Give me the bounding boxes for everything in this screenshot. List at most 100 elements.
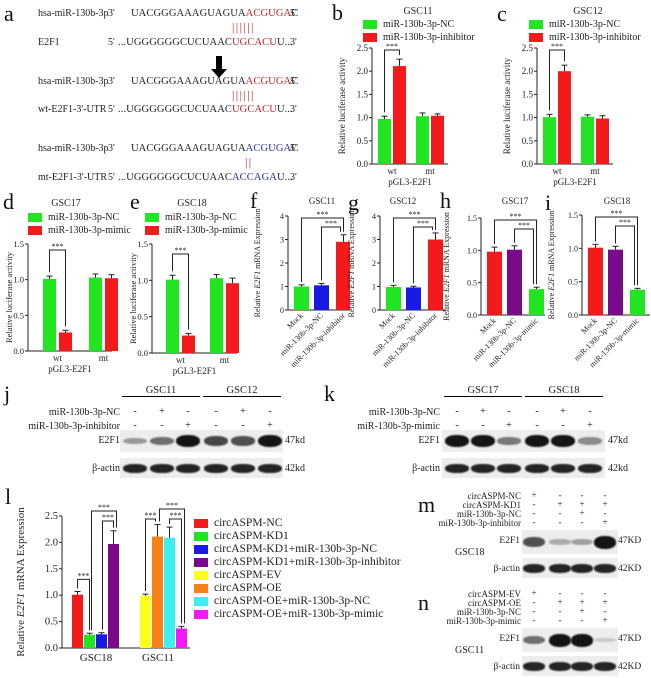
y-tick-label: 0.0 <box>45 643 58 654</box>
molecular-weight-label: 42kd <box>285 463 305 474</box>
panel-l-chart: l 0.0 0.5 1.0 1.5 2.0 2.5 Relative E2F1 mRNA Ex… <box>0 480 401 678</box>
y-tick-label: 1.5 <box>522 89 534 99</box>
legend-item: circASPM-KD1+miR-130b-3p-inhibitor <box>194 556 401 569</box>
legend-item: miR-130b-3p-inhibitor <box>363 31 475 44</box>
seq-end: 5' <box>108 104 115 115</box>
y-axis-label: Relative E2F1 mRNA Expression <box>15 507 27 657</box>
legend-swatch <box>529 33 543 42</box>
y-tick-label: 0.0 <box>568 311 578 320</box>
y-tick-label: 0.0 <box>467 311 477 320</box>
protein-band <box>523 563 545 573</box>
panel-letter-n: n <box>418 590 429 615</box>
bar <box>581 116 594 164</box>
arrow-down-icon <box>211 56 227 78</box>
molecular-weight-label: 47kd <box>608 435 628 446</box>
bar <box>487 251 502 315</box>
chart-legend: miR-130b-3p-NC miR-130b-3p-inhibitor <box>363 18 475 44</box>
protein-band <box>523 661 545 671</box>
x-tick-label: GSC18 <box>80 652 113 664</box>
legend-swatch <box>363 20 377 29</box>
panel-letter-h: h <box>440 188 451 213</box>
bar <box>43 278 56 351</box>
legend-swatch <box>145 213 159 222</box>
seq-end: 5' <box>108 172 115 183</box>
protein-band <box>231 436 255 446</box>
legend-label: circASPM-OE <box>214 582 282 594</box>
condition-mark: - <box>588 406 592 417</box>
legend-swatch <box>194 597 208 606</box>
panel-letter-m: m <box>418 492 436 517</box>
condition-mark: - <box>535 420 539 431</box>
bar <box>166 279 179 353</box>
significance-marker: *** <box>78 571 90 580</box>
molecular-weight-label: 42KD <box>618 662 642 672</box>
seq-text: UACGGGAAAGUAGUAACGUGAC <box>131 8 299 19</box>
bar <box>164 537 175 648</box>
condition-mark: - <box>507 406 511 417</box>
bar <box>431 115 444 164</box>
y-tick-label: 1.5 <box>13 239 24 249</box>
significance-marker: *** <box>386 42 398 51</box>
legend-swatch <box>194 519 208 528</box>
panel-b-chart: b GSC11 0.0 0.5 1.0 1.5 2.0 2.5 Relative lucifer… <box>330 0 490 195</box>
condition-mark: + <box>240 406 246 417</box>
x-tick-label: mt <box>590 166 600 176</box>
protein-band <box>571 633 593 647</box>
y-tick-label: 0.0 <box>357 159 369 169</box>
condition-mark: - <box>532 606 536 616</box>
molecular-weight-label: 47KD <box>618 634 642 644</box>
protein-band <box>549 563 571 573</box>
y-tick-label: 4 <box>280 212 284 221</box>
condition-mark: - <box>532 597 536 607</box>
bar <box>140 595 151 648</box>
significance-marker: *** <box>166 501 178 510</box>
x-axis-label: pGL3-E2F1 <box>388 177 432 187</box>
legend-swatch <box>28 226 42 235</box>
condition-mark: - <box>241 420 245 431</box>
protein-band <box>150 436 174 446</box>
panel-letter-j: j <box>4 381 11 406</box>
y-tick-label: 3 <box>280 236 284 245</box>
condition-mark: + <box>579 508 585 518</box>
condition-mark: + <box>557 597 563 607</box>
seq-end: 5' <box>108 37 115 48</box>
condition-mark: - <box>133 406 137 417</box>
protein-band <box>497 437 521 445</box>
protein-band <box>231 463 255 473</box>
x-tick-label: GSC11 <box>142 652 174 664</box>
legend-label: miR-130b-3p-mimic <box>165 225 248 236</box>
y-tick-label: 0.0 <box>137 348 148 358</box>
legend-label: miR-130b-3p-mimic <box>48 225 131 236</box>
protein-band <box>525 435 549 447</box>
y-axis-label: Relative luciferase activity <box>4 251 14 343</box>
protein-band <box>523 537 545 547</box>
legend-swatch <box>28 213 42 222</box>
legend-label: circASPM-OE+miR-130b-3p-mimic <box>214 608 384 620</box>
y-tick-label: 0.5 <box>137 312 148 322</box>
protein-band <box>176 463 200 473</box>
significance-marker: *** <box>551 42 563 51</box>
blot-condition-label: circASPM-KD1 <box>462 500 522 510</box>
bar <box>386 286 401 310</box>
condition-mark: - <box>268 406 272 417</box>
bar <box>393 66 406 164</box>
significance-marker: *** <box>510 212 522 221</box>
panel-i-chart: i GSC18 0.0 0.5 1.0 1.5 Relative E2F1 mRNA Exp… <box>545 190 651 380</box>
y-axis-label: Relative E2F1 mRNA Expression <box>442 212 451 321</box>
condition-mark: - <box>558 508 562 518</box>
seq-row-label: mt-E2F1-3'-UTR <box>38 172 108 183</box>
blot-group-header: GSC17 <box>444 385 522 397</box>
legend-item: circASPM-KD1 <box>194 530 401 543</box>
cell-line-label: GSC11 <box>455 645 485 656</box>
significance-marker: *** <box>409 210 421 219</box>
bar <box>314 285 329 310</box>
condition-mark: - <box>603 588 607 598</box>
blot-condition-label: circASPM-NC <box>467 491 522 501</box>
condition-mark: + <box>159 406 165 417</box>
condition-mark: - <box>214 406 218 417</box>
legend-item: circASPM-OE+miR-130b-3p-mimic <box>194 608 401 621</box>
significance-marker: *** <box>170 511 182 520</box>
bar <box>84 634 95 648</box>
protein-band <box>123 463 147 473</box>
bar <box>210 278 223 353</box>
